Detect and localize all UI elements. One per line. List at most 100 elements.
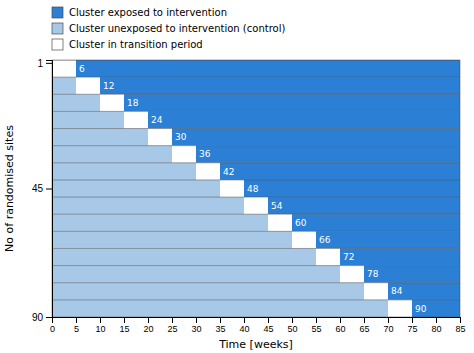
data-label: 60 bbox=[295, 218, 307, 228]
exposed-segment bbox=[220, 163, 460, 180]
chart: 6121824303642485460667278849005101520253… bbox=[0, 0, 474, 353]
exposed-segment bbox=[316, 231, 460, 248]
row-border bbox=[52, 145, 460, 146]
transition-segment bbox=[196, 163, 220, 180]
x-tick: 60 bbox=[335, 317, 345, 334]
x-tick-mark bbox=[412, 317, 413, 323]
exposed-segment bbox=[172, 129, 460, 146]
x-tick: 20 bbox=[143, 317, 153, 334]
control-segment bbox=[52, 266, 340, 283]
x-tick-label: 15 bbox=[119, 324, 129, 334]
transition-segment bbox=[148, 129, 172, 146]
x-tick: 10 bbox=[95, 317, 105, 334]
x-tick: 55 bbox=[311, 317, 321, 334]
transition-segment bbox=[52, 60, 76, 77]
control-segment bbox=[52, 146, 172, 163]
x-tick: 85 bbox=[455, 317, 465, 334]
x-tick: 50 bbox=[287, 317, 297, 334]
row-border bbox=[52, 94, 460, 95]
legend-label: Cluster unexposed to intervention (contr… bbox=[69, 23, 285, 34]
x-tick-mark bbox=[244, 317, 245, 323]
transition-segment bbox=[220, 180, 244, 197]
legend-label: Cluster exposed to intervention bbox=[69, 7, 227, 18]
exposed-segment bbox=[412, 300, 460, 317]
y-tick: 90 bbox=[32, 312, 52, 323]
row-border bbox=[52, 128, 460, 129]
x-tick: 15 bbox=[119, 317, 129, 334]
x-axis-line bbox=[53, 318, 461, 324]
y-tick-label: 1 bbox=[37, 58, 43, 69]
x-tick: 65 bbox=[359, 317, 369, 334]
data-label: 30 bbox=[175, 132, 187, 142]
x-tick: 75 bbox=[407, 317, 417, 334]
x-tick: 0 bbox=[50, 317, 55, 334]
control-segment bbox=[52, 248, 316, 265]
transition-segment bbox=[244, 197, 268, 214]
x-tick: 45 bbox=[263, 317, 273, 334]
y-tick-mark bbox=[46, 317, 52, 318]
x-tick-label: 0 bbox=[50, 324, 55, 334]
row-border bbox=[52, 197, 460, 198]
x-tick: 25 bbox=[167, 317, 177, 334]
y-tick: 1 bbox=[37, 58, 52, 69]
legend-swatch bbox=[52, 39, 63, 50]
x-tick-label: 60 bbox=[335, 324, 345, 334]
x-tick: 70 bbox=[383, 317, 393, 334]
x-tick-label: 55 bbox=[311, 324, 321, 334]
control-segment bbox=[52, 197, 244, 214]
x-tick: 5 bbox=[74, 317, 79, 334]
data-label: 36 bbox=[199, 149, 211, 159]
exposed-segment bbox=[268, 197, 460, 214]
transition-segment bbox=[172, 146, 196, 163]
transition-segment bbox=[76, 77, 100, 94]
legend: Cluster exposed to intervention Cluster u… bbox=[52, 7, 285, 50]
data-label: 66 bbox=[319, 235, 331, 245]
x-tick-mark bbox=[196, 317, 197, 323]
x-tick-label: 45 bbox=[263, 324, 273, 334]
data-labels: 61218243036424854606672788490 bbox=[79, 64, 427, 314]
x-tick-mark bbox=[172, 317, 173, 323]
exposed-segment bbox=[388, 283, 460, 300]
x-tick-mark bbox=[100, 317, 101, 323]
transition-segment bbox=[316, 248, 340, 265]
chart-container: 6121824303642485460667278849005101520253… bbox=[0, 0, 474, 353]
x-tick-label: 20 bbox=[143, 324, 153, 334]
row-border bbox=[52, 214, 460, 215]
transition-segment bbox=[100, 94, 124, 111]
x-tick: 40 bbox=[239, 317, 249, 334]
row-border bbox=[52, 265, 460, 266]
x-axis: 0 5 10 15 20 25 30 35 40 45 50 55 60 65 70 75 80 85 bbox=[50, 317, 466, 334]
x-tick-label: 80 bbox=[431, 324, 441, 334]
control-segment bbox=[52, 180, 220, 197]
y-axis-title: No of randomised sites bbox=[3, 125, 16, 252]
y-axis-line bbox=[46, 61, 53, 318]
legend-item: Cluster exposed to intervention bbox=[52, 7, 227, 18]
y-tick: 45 bbox=[32, 183, 52, 194]
legend-swatch bbox=[52, 7, 63, 18]
x-tick-label: 65 bbox=[359, 324, 369, 334]
exposed-segment bbox=[364, 266, 460, 283]
x-tick-mark bbox=[76, 317, 77, 323]
data-label: 78 bbox=[367, 269, 379, 279]
exposed-segment bbox=[148, 111, 460, 128]
x-tick-mark bbox=[268, 317, 269, 323]
exposed-segment bbox=[340, 248, 460, 265]
control-segment bbox=[52, 214, 268, 231]
transition-segment bbox=[388, 300, 412, 317]
x-tick-label: 35 bbox=[215, 324, 225, 334]
control-segment bbox=[52, 163, 196, 180]
row-border bbox=[52, 111, 460, 112]
x-tick: 80 bbox=[431, 317, 441, 334]
x-tick-label: 85 bbox=[455, 324, 465, 334]
row-border bbox=[52, 179, 460, 180]
x-tick-mark bbox=[460, 317, 461, 323]
x-tick-mark bbox=[148, 317, 149, 323]
x-tick-label: 30 bbox=[191, 324, 201, 334]
exposed-segment bbox=[100, 77, 460, 94]
x-tick-label: 70 bbox=[383, 324, 393, 334]
data-label: 6 bbox=[79, 64, 85, 74]
x-tick: 35 bbox=[215, 317, 225, 334]
legend-item: Cluster in transition period bbox=[52, 39, 203, 50]
x-tick-mark bbox=[124, 317, 125, 323]
x-tick-mark bbox=[220, 317, 221, 323]
